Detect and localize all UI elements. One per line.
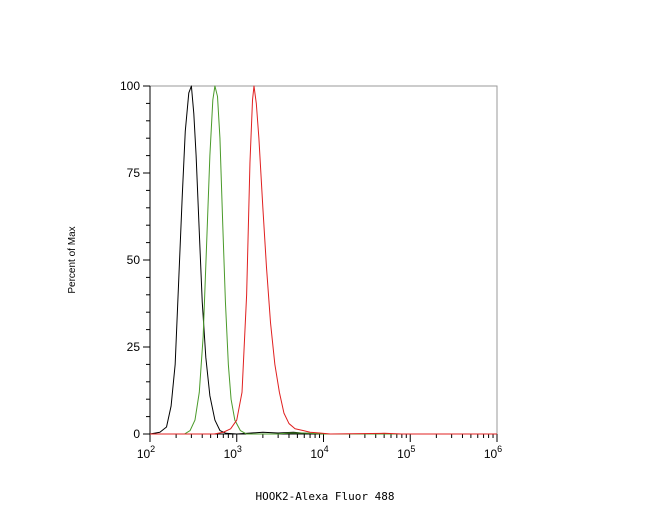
x-tick-label: 102 bbox=[137, 444, 155, 461]
histogram-series-2 bbox=[150, 85, 497, 435]
x-tick-label: 106 bbox=[484, 444, 502, 461]
series-layer bbox=[149, 85, 497, 435]
plot-frame bbox=[149, 85, 498, 435]
y-tick-label: 100 bbox=[120, 79, 140, 93]
x-tick-label: 105 bbox=[397, 444, 415, 461]
y-axis-label: Percent of Max bbox=[67, 226, 78, 293]
x-ticks: 102 103 104 105 106 bbox=[137, 434, 502, 461]
histogram-series-1 bbox=[149, 85, 497, 435]
y-tick-label: 75 bbox=[127, 166, 141, 180]
x-axis-label: HOOK2-Alexa Fluor 488 bbox=[255, 490, 394, 503]
y-tick-label: 0 bbox=[133, 427, 140, 441]
x-tick-label: 104 bbox=[310, 444, 328, 461]
x-tick-label: 103 bbox=[224, 444, 242, 461]
histogram-series-3 bbox=[150, 85, 497, 435]
y-ticks: 0 25 50 75 100 bbox=[120, 79, 150, 441]
y-tick-label: 50 bbox=[127, 253, 141, 267]
y-tick-label: 25 bbox=[127, 340, 141, 354]
minor-ticks bbox=[146, 102, 494, 438]
